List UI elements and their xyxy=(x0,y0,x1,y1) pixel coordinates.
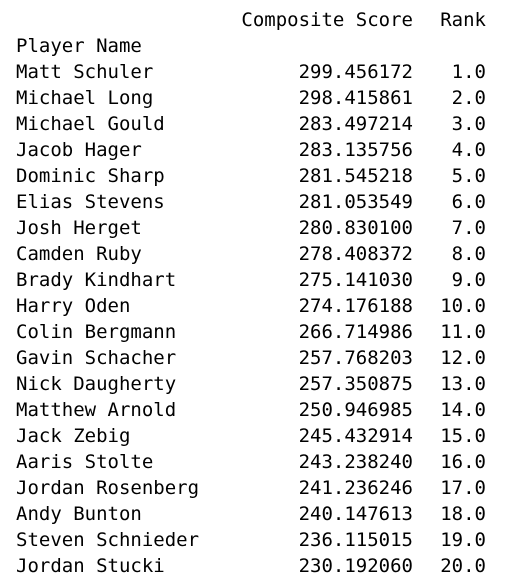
player-name-cell: Josh Herget xyxy=(16,217,142,239)
composite-score-cell: 241.236246 xyxy=(298,477,413,499)
composite-score-cell: 250.946985 xyxy=(298,399,413,421)
table-row: Dominic Sharp 281.545218 5.0 xyxy=(0,163,508,189)
table-row: Michael Long 298.415861 2.0 xyxy=(0,85,508,111)
table-row: Matthew Arnold 250.946985 14.0 xyxy=(0,397,508,423)
table-row: Harry Oden 274.176188 10.0 xyxy=(0,293,508,319)
composite-score-cell: 283.497214 xyxy=(298,113,413,135)
composite-score-cell: 281.053549 xyxy=(298,191,413,213)
player-name-cell: Michael Long xyxy=(16,87,154,109)
rank-cell: 13.0 xyxy=(440,373,486,395)
column-header-row: Composite Score Rank xyxy=(0,7,508,33)
composite-score-cell: 230.192060 xyxy=(298,555,413,577)
column-header-rank: Rank xyxy=(440,9,486,31)
rank-cell: 1.0 xyxy=(451,61,486,83)
player-name-cell: Elias Stevens xyxy=(16,191,165,213)
player-name-cell: Steven Schnieder xyxy=(16,529,200,551)
composite-score-cell: 278.408372 xyxy=(298,243,413,265)
composite-score-cell: 298.415861 xyxy=(298,87,413,109)
table-row: Colin Bergmann 266.714986 11.0 xyxy=(0,319,508,345)
rank-cell: 20.0 xyxy=(440,555,486,577)
table-row: Nick Daugherty 257.350875 13.0 xyxy=(0,371,508,397)
composite-score-cell: 243.238240 xyxy=(298,451,413,473)
player-name-cell: Jacob Hager xyxy=(16,139,142,161)
rank-cell: 17.0 xyxy=(440,477,486,499)
player-name-cell: Andy Bunton xyxy=(16,503,142,525)
composite-score-cell: 283.135756 xyxy=(298,139,413,161)
player-name-cell: Gavin Schacher xyxy=(16,347,177,369)
table-row: Camden Ruby 278.408372 8.0 xyxy=(0,241,508,267)
table-row: Andy Bunton 240.147613 18.0 xyxy=(0,501,508,527)
player-name-cell: Jordan Rosenberg xyxy=(16,477,200,499)
table-body: Matt Schuler 299.456172 1.0 Michael Long 298… xyxy=(0,59,508,579)
rank-cell: 19.0 xyxy=(440,529,486,551)
player-name-cell: Camden Ruby xyxy=(16,243,142,265)
composite-score-cell: 280.830100 xyxy=(298,217,413,239)
player-name-cell: Matt Schuler xyxy=(16,61,154,83)
rank-cell: 7.0 xyxy=(451,217,486,239)
rank-cell: 5.0 xyxy=(451,165,486,187)
player-name-cell: Colin Bergmann xyxy=(16,321,177,343)
rank-cell: 8.0 xyxy=(451,243,486,265)
table-row: Elias Stevens 281.053549 6.0 xyxy=(0,189,508,215)
player-name-cell: Jack Zebig xyxy=(16,425,131,447)
player-name-cell: Brady Kindhart xyxy=(16,269,177,291)
index-name-label: Player Name xyxy=(16,35,142,57)
rank-cell: 9.0 xyxy=(451,269,486,291)
player-name-cell: Michael Gould xyxy=(16,113,165,135)
composite-score-cell: 281.545218 xyxy=(298,165,413,187)
composite-score-cell: 236.115015 xyxy=(298,529,413,551)
table-row: Jordan Rosenberg 241.236246 17.0 xyxy=(0,475,508,501)
rank-cell: 12.0 xyxy=(440,347,486,369)
table-row: Jacob Hager 283.135756 4.0 xyxy=(0,137,508,163)
player-name-cell: Nick Daugherty xyxy=(16,373,177,395)
player-name-cell: Harry Oden xyxy=(16,295,131,317)
composite-score-cell: 274.176188 xyxy=(298,295,413,317)
table-row: Jordan Stucki 230.192060 20.0 xyxy=(0,553,508,579)
player-name-cell: Matthew Arnold xyxy=(16,399,177,421)
table-row: Aaris Stolte 243.238240 16.0 xyxy=(0,449,508,475)
rank-cell: 18.0 xyxy=(440,503,486,525)
player-name-cell: Jordan Stucki xyxy=(16,555,165,577)
rank-cell: 4.0 xyxy=(451,139,486,161)
rank-cell: 11.0 xyxy=(440,321,486,343)
rank-cell: 14.0 xyxy=(440,399,486,421)
table-row: Matt Schuler 299.456172 1.0 xyxy=(0,59,508,85)
table-row: Brady Kindhart 275.141030 9.0 xyxy=(0,267,508,293)
rank-cell: 2.0 xyxy=(451,87,486,109)
composite-score-cell: 245.432914 xyxy=(298,425,413,447)
table-row: Jack Zebig 245.432914 15.0 xyxy=(0,423,508,449)
composite-score-cell: 240.147613 xyxy=(298,503,413,525)
composite-score-cell: 299.456172 xyxy=(298,61,413,83)
rank-cell: 16.0 xyxy=(440,451,486,473)
table-row: Gavin Schacher 257.768203 12.0 xyxy=(0,345,508,371)
rank-cell: 15.0 xyxy=(440,425,486,447)
player-name-cell: Aaris Stolte xyxy=(16,451,154,473)
table-row: Michael Gould 283.497214 3.0 xyxy=(0,111,508,137)
player-name-cell: Dominic Sharp xyxy=(16,165,165,187)
rank-cell: 10.0 xyxy=(440,295,486,317)
column-header-composite-score: Composite Score xyxy=(241,9,413,31)
composite-score-cell: 257.768203 xyxy=(298,347,413,369)
table-row: Josh Herget 280.830100 7.0 xyxy=(0,215,508,241)
rank-cell: 3.0 xyxy=(451,113,486,135)
rank-cell: 6.0 xyxy=(451,191,486,213)
table-row: Steven Schnieder 236.115015 19.0 xyxy=(0,527,508,553)
composite-score-cell: 275.141030 xyxy=(298,269,413,291)
composite-score-cell: 257.350875 xyxy=(298,373,413,395)
composite-score-cell: 266.714986 xyxy=(298,321,413,343)
